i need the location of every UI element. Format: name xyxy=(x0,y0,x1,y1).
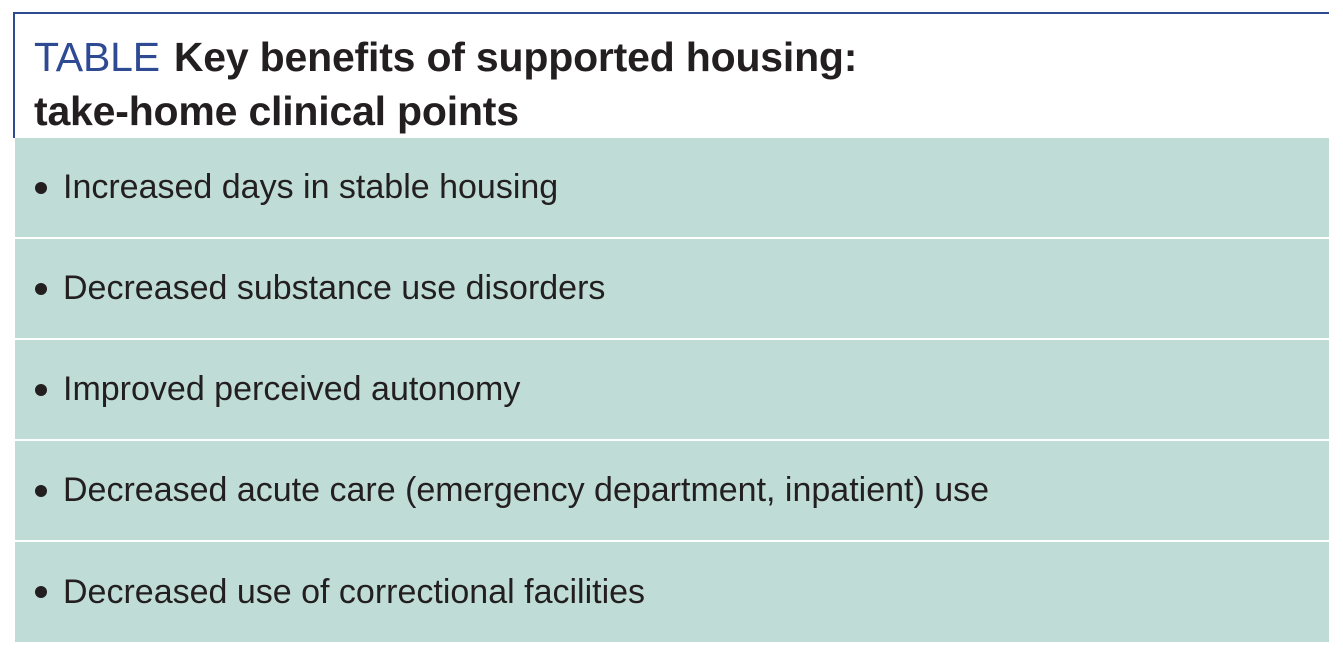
table-title-line-2: take-home clinical points xyxy=(34,88,519,134)
row-text: Decreased substance use disorders xyxy=(63,269,606,307)
row-text: Decreased acute care (emergency departme… xyxy=(63,471,990,509)
row-text: Improved perceived autonomy xyxy=(63,370,521,408)
bullet-icon xyxy=(35,282,47,295)
benefits-table: TABLE Key benefits of supported housing: … xyxy=(13,12,1329,646)
table-row: Decreased acute care (emergency departme… xyxy=(15,441,1329,542)
bullet-icon xyxy=(35,484,47,497)
table-header: TABLE Key benefits of supported housing: … xyxy=(13,12,1329,138)
row-text: Decreased use of correctional facilities xyxy=(63,572,646,611)
row-text: Increased days in stable housing xyxy=(63,168,559,206)
bullet-icon xyxy=(35,586,47,598)
table-row: Improved perceived autonomy xyxy=(15,340,1329,441)
table-title-line-1: TABLE Key benefits of supported housing: xyxy=(34,30,1329,84)
table-row: Increased days in stable housing xyxy=(15,138,1329,239)
table-body: Increased days in stable housing Decreas… xyxy=(15,138,1329,646)
bullet-icon xyxy=(35,181,47,194)
bullet-icon xyxy=(35,383,47,396)
table-title-text: Key benefits of supported housing: xyxy=(173,34,858,80)
table-label: TABLE xyxy=(34,34,160,80)
table-row: Decreased use of correctional facilities xyxy=(15,542,1329,642)
table-row: Decreased substance use disorders xyxy=(15,239,1329,340)
